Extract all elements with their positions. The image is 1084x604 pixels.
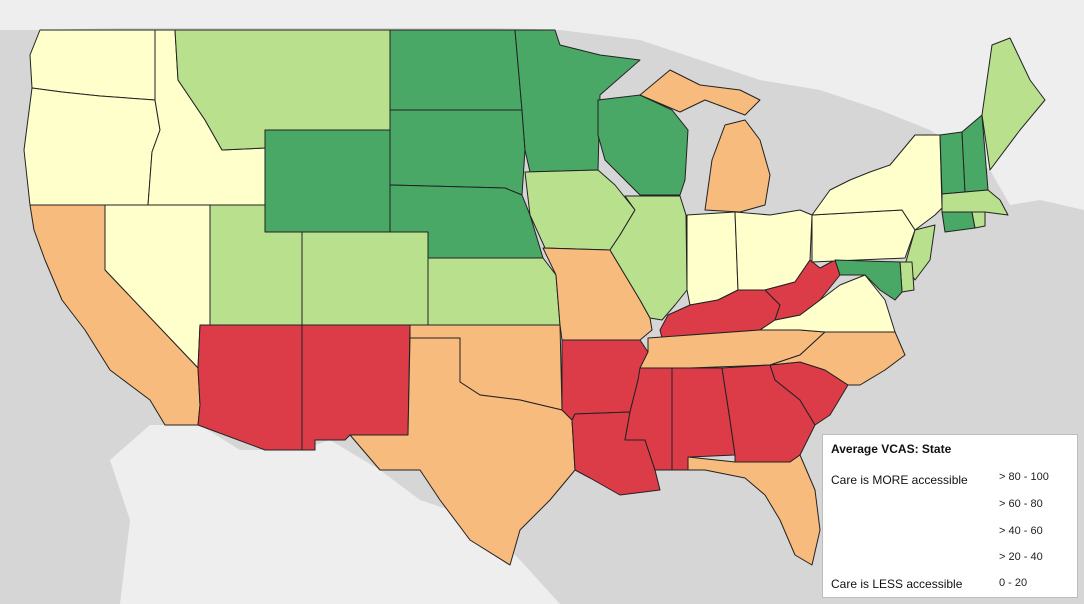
state-MI-up [639,69,761,116]
state-WI [597,94,689,196]
legend-title: Average VCAS: State [831,442,952,456]
legend-row-0-20: 0 - 20 [977,575,1077,595]
state-ME [981,37,1046,171]
state-IN [686,211,739,306]
state-MN [514,29,641,173]
lake-michigan [684,100,712,200]
state-WY [264,129,391,233]
legend-row-80-100: > 80 - 100 [977,469,1077,489]
state-NC [769,331,906,386]
canada-land [0,0,1084,210]
state-MI [704,119,771,213]
state-CO [301,231,429,326]
state-WV [764,259,841,321]
state-KS [427,257,561,326]
legend-row-60-80: > 60 - 80 [977,496,1077,516]
state-CA [29,204,201,426]
state-VT [939,131,966,195]
state-MD [834,259,903,301]
legend-more-accessible: Care is MORE accessible [831,473,968,487]
legend-label-20-40: > 20 - 40 [999,551,1043,563]
legend: Average VCAS: State Care is MORE accessi… [822,434,1078,598]
legend-label-60-80: > 60 - 80 [999,498,1043,510]
legend-label-80-100: > 80 - 100 [999,471,1049,483]
state-SD [389,109,526,196]
lake-erie [770,182,845,215]
state-PA [811,209,916,263]
legend-label-40-60: > 40 - 60 [999,525,1043,537]
state-NY [811,134,943,231]
legend-row-40-60: > 40 - 60 [977,523,1077,543]
state-IL [609,195,688,321]
state-NM [301,324,411,451]
state-TX [349,337,576,566]
mexico-land [110,425,560,604]
state-AZ [197,324,303,451]
state-OR [23,87,161,206]
state-ND [389,29,523,111]
state-WA [29,29,156,101]
state-RI [971,211,986,229]
lake-ontario [830,155,890,175]
legend-row-20-40: > 20 - 40 [977,549,1077,569]
state-CT [941,211,976,233]
state-FL [687,454,821,566]
legend-less-accessible: Care is LESS accessible [831,577,963,591]
lake-huron [740,95,800,175]
legend-label-0-20: 0 - 20 [999,577,1028,589]
